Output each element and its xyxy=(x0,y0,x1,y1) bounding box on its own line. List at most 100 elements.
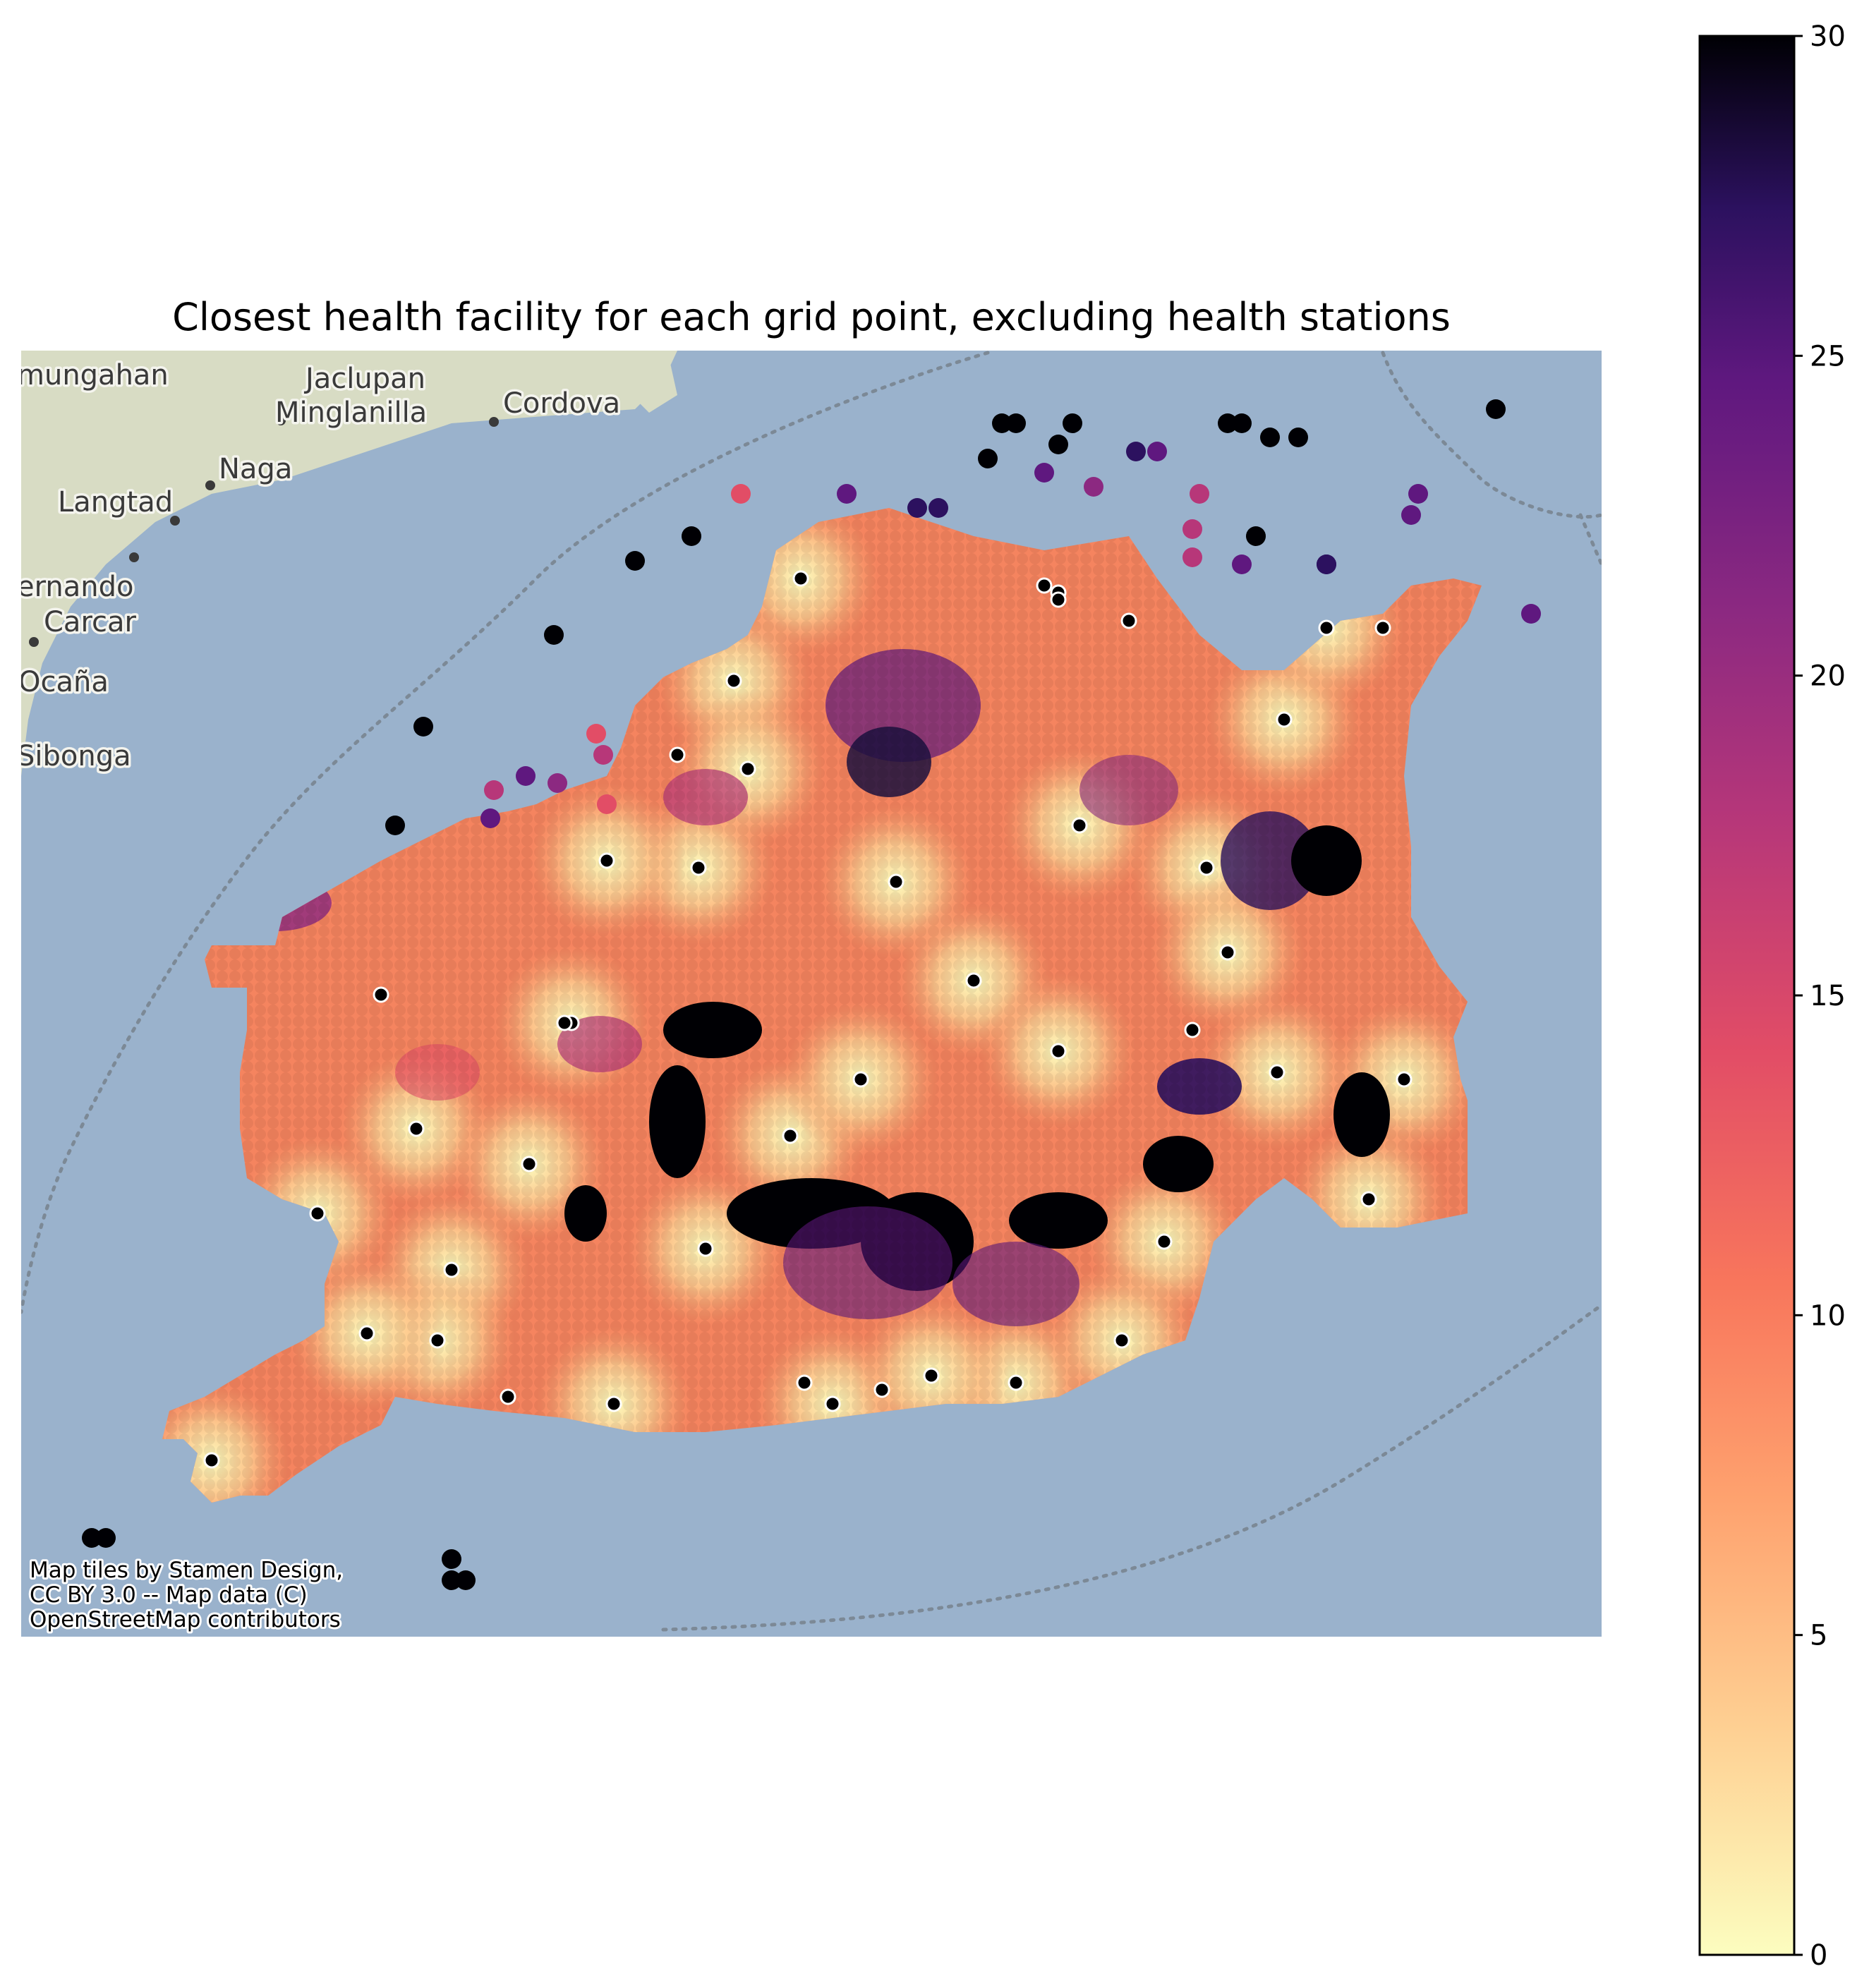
place-label: Ocaña xyxy=(18,666,109,698)
islet-grid-point xyxy=(1183,547,1202,567)
attribution-line-3: OpenStreetMap contributors xyxy=(30,1607,341,1632)
health-facility-marker xyxy=(309,1205,326,1222)
health-facility-marker xyxy=(1198,859,1215,876)
land-mactan xyxy=(466,356,579,402)
islet-grid-point xyxy=(1401,505,1421,525)
place-label: Jaclupan xyxy=(303,363,425,395)
health-facility-marker xyxy=(1120,612,1137,629)
islet-grid-point xyxy=(1521,604,1541,624)
health-facility-marker xyxy=(888,873,905,890)
place-label: Sibonga xyxy=(17,740,131,772)
chart-title: Closest health facility for each grid po… xyxy=(172,295,1451,339)
islet-grid-point xyxy=(1126,442,1146,461)
town-dot xyxy=(288,339,298,348)
health-facility-marker xyxy=(873,1381,890,1398)
place-label: Carcar xyxy=(44,606,137,638)
place-labels: mungahan Jaclupan Minglanilla Cordova Na… xyxy=(17,339,623,775)
islet-grid-point xyxy=(731,484,751,504)
place-label: Cordova xyxy=(503,387,620,420)
colorbar-gradient xyxy=(1698,35,1796,1956)
islet-grid-point xyxy=(1232,554,1252,574)
colorbar-tick-label: 20 xyxy=(1810,660,1846,693)
islet-grid-point xyxy=(1034,463,1054,483)
islet-grid-point xyxy=(385,816,405,835)
health-facility-marker xyxy=(1360,1191,1377,1208)
place-label: Naga xyxy=(219,453,292,485)
health-facility-marker xyxy=(408,1120,425,1137)
islet-grid-point xyxy=(907,498,927,518)
health-facility-marker xyxy=(1318,619,1335,636)
islet-grid-point xyxy=(480,808,500,828)
boundary-line-1 xyxy=(21,351,990,1314)
health-facility-marker xyxy=(1374,619,1391,636)
town-dot xyxy=(276,416,286,425)
islet-grid-point xyxy=(516,766,536,786)
islet-grid-point xyxy=(82,1528,102,1548)
land-cebu xyxy=(21,351,677,776)
map-panel: mungahan Jaclupan Minglanilla Cordova Na… xyxy=(17,339,1602,1637)
town-dot xyxy=(29,637,39,647)
islet-grid-point xyxy=(1063,413,1082,433)
health-facility-marker xyxy=(725,672,742,689)
colorbar-tick-label: 25 xyxy=(1810,340,1846,372)
islet-grid-point xyxy=(413,717,433,737)
islet-grid-point xyxy=(544,625,564,645)
islet-grid-point xyxy=(1183,519,1202,539)
colorbar-tick-label: 5 xyxy=(1810,1620,1827,1652)
health-facility-marker xyxy=(443,1261,460,1278)
islet-grid-point xyxy=(837,484,857,504)
islet-grid-point xyxy=(96,1528,116,1548)
health-facility-marker xyxy=(1050,1043,1067,1060)
boundary-line-2 xyxy=(1381,351,1602,519)
islet-grid-point xyxy=(1317,554,1336,574)
health-facility-marker xyxy=(690,859,707,876)
health-facility-marker xyxy=(1184,1022,1201,1038)
colorbar: 0 5 10 15 20 25 30 xyxy=(1698,20,1846,1972)
health-facility-marker xyxy=(1269,1064,1286,1081)
health-facility-marker xyxy=(669,746,686,763)
health-facility-marker xyxy=(1276,711,1293,728)
attribution: Map tiles by Stamen Design, CC BY 3.0 --… xyxy=(28,1556,345,1635)
town-dot xyxy=(205,480,215,490)
boundary-line-3 xyxy=(661,1303,1602,1632)
islet-grid-point xyxy=(1260,428,1280,447)
health-facility-marker xyxy=(1113,1332,1130,1349)
colorbar-tick-label: 0 xyxy=(1810,1939,1827,1972)
health-facility-marker xyxy=(792,570,809,587)
health-facility-marker xyxy=(1036,577,1053,594)
health-facility-marker xyxy=(965,972,982,989)
health-facility-marker xyxy=(782,1127,799,1144)
health-facility-marker xyxy=(1050,591,1067,608)
health-facility-marker xyxy=(500,1388,516,1405)
health-facility-marker xyxy=(358,1325,375,1342)
health-facility-marker xyxy=(1156,1233,1173,1250)
islet-grid-point xyxy=(992,413,1012,433)
islet-grid-point xyxy=(1190,484,1209,504)
islet-grid-point xyxy=(593,745,613,765)
islet-grid-point xyxy=(1048,435,1068,454)
health-facility-marker xyxy=(521,1156,538,1172)
health-facility-marker xyxy=(923,1367,940,1384)
islet-grid-point xyxy=(978,449,998,468)
colorbar-tick-label: 15 xyxy=(1810,980,1846,1012)
health-facility-marker xyxy=(852,1071,869,1088)
islet-grid-point xyxy=(1006,413,1026,433)
health-facility-marker xyxy=(1008,1374,1024,1391)
land-islet xyxy=(631,363,677,413)
islet-grid-point xyxy=(1246,526,1266,546)
health-facility-marker xyxy=(1219,944,1236,961)
health-facility-marker xyxy=(598,852,615,869)
islet-grid-point xyxy=(1486,399,1506,419)
islet-grid-point xyxy=(442,1549,461,1569)
islet-grid-point xyxy=(548,773,567,793)
town-dot xyxy=(489,417,499,427)
islet-grid-point xyxy=(1147,442,1167,461)
health-facility-marker xyxy=(605,1395,622,1412)
islet-grid-point xyxy=(682,526,701,546)
attribution-line-1: Map tiles by Stamen Design, xyxy=(30,1558,343,1583)
islet-grid-point xyxy=(1288,428,1308,447)
islet-grid-point xyxy=(1232,413,1252,433)
islet-grid-point xyxy=(1218,413,1238,433)
islet-grid-point xyxy=(456,1570,476,1590)
health-facility-marker xyxy=(1396,1071,1413,1088)
